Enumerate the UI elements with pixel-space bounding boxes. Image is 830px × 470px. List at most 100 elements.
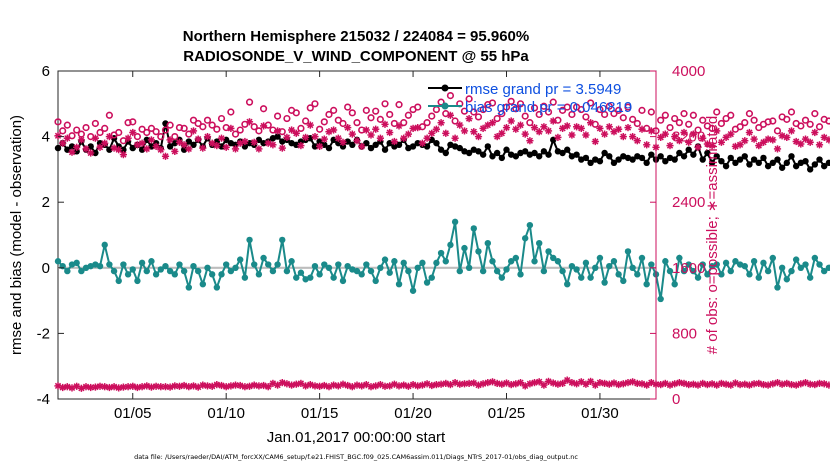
possible-marker [129,118,137,126]
rmse-point [755,159,762,167]
bias-point [820,267,828,275]
bias-point [643,281,650,288]
assimilated-lower-marker [59,383,67,392]
possible-marker [91,119,99,128]
axis-ticks: 01/05 01/10 01/15 01/20 01/25 01/30 -4 -2 0 2 4 6 0 8… [37,63,706,422]
assimilated-lower-marker [493,379,501,387]
assimilated-marker [577,124,585,132]
rmse-point [582,154,590,162]
possible-marker [783,115,791,123]
rmse-point [465,149,473,157]
assimilated-marker [713,127,721,135]
possible-marker [255,127,263,135]
assimilated-marker [741,137,749,145]
y-tick-label: 2 [42,194,50,211]
assimilated-lower-marker [222,383,230,391]
assimilated-marker [736,141,744,149]
assimilated-marker [362,126,370,134]
possible-marker [516,100,525,108]
bias-point [269,267,277,275]
rmse-point [433,139,440,147]
possible-marker [699,116,707,124]
assimilated-marker [381,120,389,128]
bias-point [409,287,417,294]
possible-marker [689,111,697,119]
possible-marker [815,123,824,131]
rmse-point [218,143,225,150]
assimilated-lower-marker [787,381,796,389]
assimilated-marker [717,138,726,146]
bias-point [325,264,333,271]
y-right-tick-label: 2400 [672,194,705,211]
possible-marker [605,102,613,110]
rmse-point [325,144,333,152]
possible-marker [138,125,146,133]
possible-marker [199,123,207,131]
assimilated-marker [764,135,772,143]
assimilated-lower-marker [91,383,100,391]
bias-point [592,264,599,271]
possible-marker [339,119,347,128]
rmse-point [736,156,744,163]
possible-marker [175,123,184,132]
bias-point [194,267,202,275]
rmse-point [190,141,197,148]
x-tick-label: 01/30 [581,405,619,422]
possible-marker [526,119,534,127]
assimilated-marker [586,119,595,127]
possible-marker [713,108,721,116]
rmse-point [699,156,706,163]
assimilated-marker [825,136,830,144]
bias-point [704,271,711,278]
assimilated-marker [255,145,263,153]
bias-point [718,271,725,278]
bias-point [241,274,249,281]
bias-point [260,254,267,262]
assimilated-lower-marker [717,379,726,387]
bias-point [806,274,814,281]
bias-point [54,258,62,265]
assimilated-marker [245,118,254,126]
rmse-point [349,141,356,148]
rmse-point [442,149,449,157]
assimilated-marker [119,151,128,159]
assimilated-lower-marker [353,381,361,389]
possible-marker [629,115,637,123]
bias-point [353,267,361,275]
rmse-point [64,146,71,153]
bias-point [274,261,281,268]
assimilated-marker [563,122,571,130]
bias-point [162,262,169,270]
assimilated-marker [395,122,403,130]
rmse-point [643,159,650,167]
assimilated-marker [409,124,417,132]
rmse-point [596,158,604,165]
bias-point [461,244,468,252]
possible-marker [647,108,655,116]
possible-marker [437,98,445,106]
possible-marker [633,119,641,128]
y-right-axis-label: # of obs: o=possible; ∗=assimilated [704,116,721,355]
possible-marker [73,126,81,134]
bias-point [288,258,295,265]
bias-point [624,248,632,255]
rmse-point [92,149,99,157]
assimilated-marker [129,128,137,137]
assimilated-marker [540,123,548,131]
assimilated-marker [110,144,118,152]
assimilated-marker [161,152,170,160]
assimilated-marker [549,117,557,125]
bias-point [199,281,207,288]
bias-point [545,248,552,255]
assimilated-marker [554,133,562,141]
possible-marker [558,106,567,114]
rmse-point [475,148,482,155]
possible-marker [638,106,646,114]
bias-point [78,267,85,275]
bias-point [166,267,174,275]
assimilated-marker [82,145,90,153]
assimilated-marker [479,124,487,132]
possible-marker [619,114,627,122]
rmse-point [559,149,566,157]
possible-marker [344,103,352,111]
